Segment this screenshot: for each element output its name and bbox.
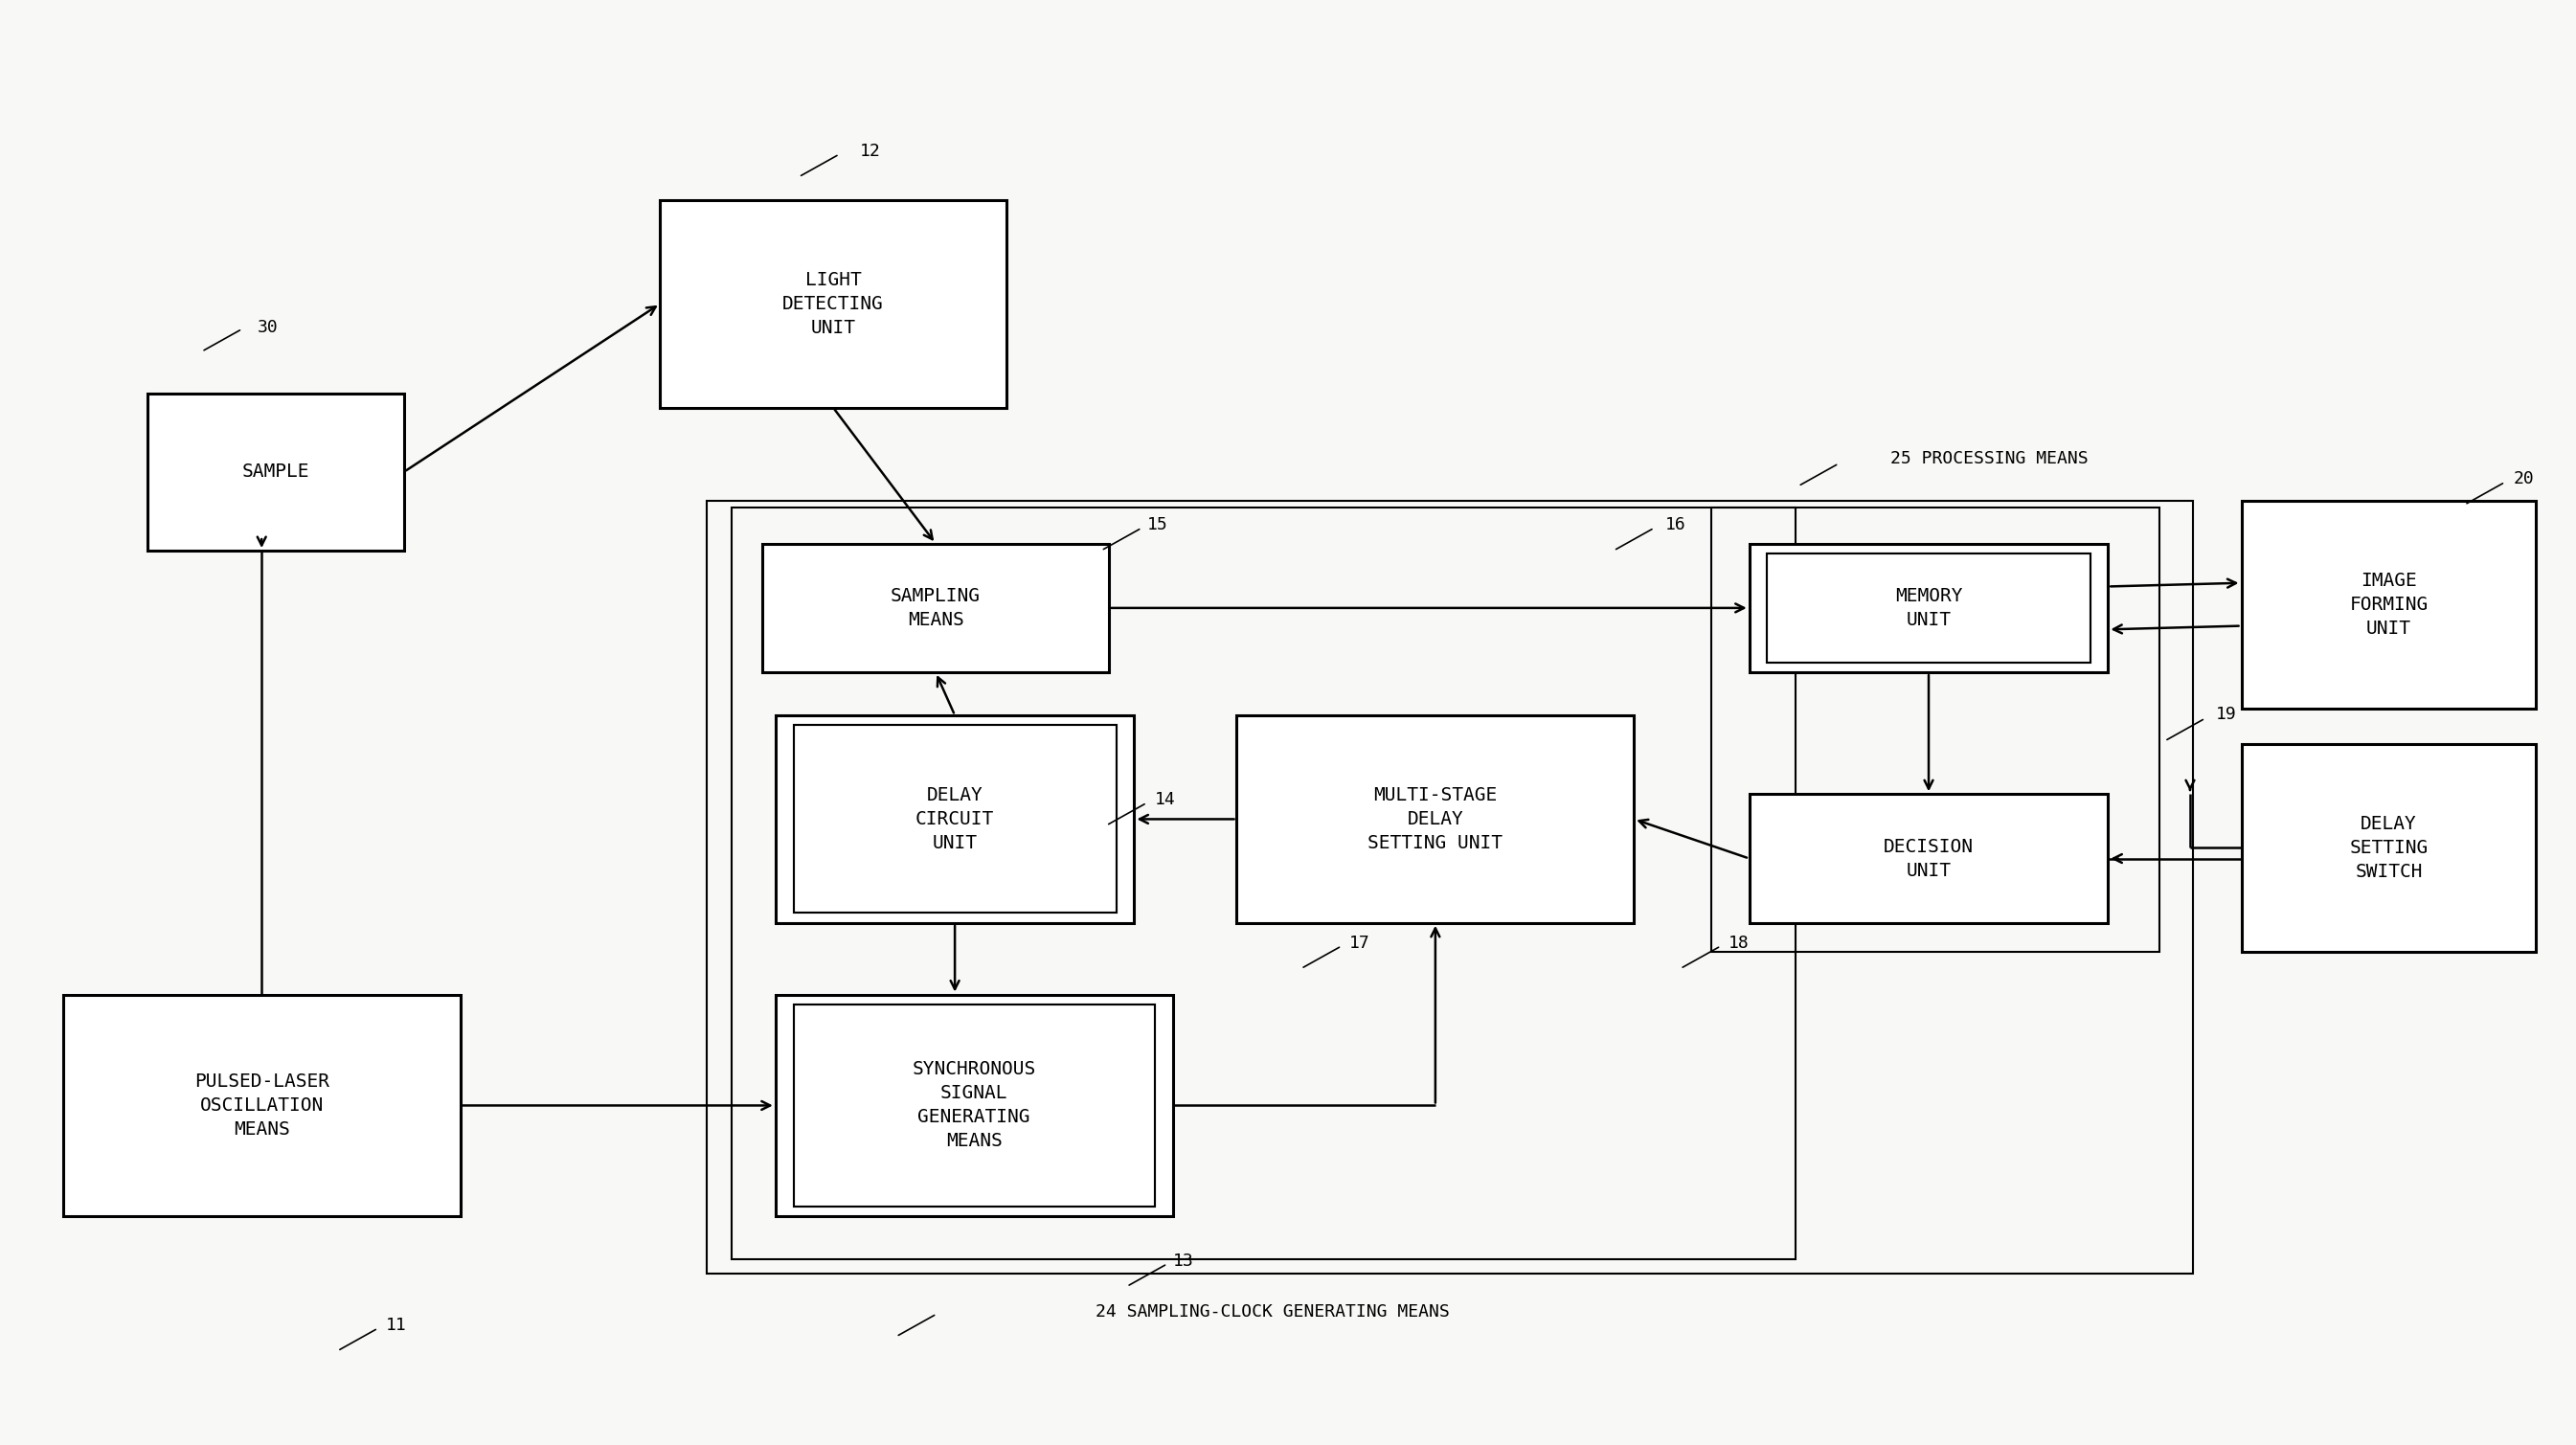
- Bar: [775, 994, 1172, 1217]
- Bar: [1767, 553, 2089, 662]
- Bar: [2241, 744, 2535, 952]
- Bar: [1710, 507, 2159, 952]
- Bar: [762, 543, 1108, 672]
- Text: LIGHT
DETECTING
UNIT: LIGHT DETECTING UNIT: [783, 270, 884, 337]
- Bar: [62, 994, 461, 1217]
- Text: 30: 30: [258, 319, 278, 335]
- Text: 11: 11: [386, 1316, 407, 1334]
- Text: 15: 15: [1146, 516, 1167, 533]
- Text: SAMPLE: SAMPLE: [242, 462, 309, 481]
- Text: MULTI-STAGE
DELAY
SETTING UNIT: MULTI-STAGE DELAY SETTING UNIT: [1368, 786, 1502, 853]
- Text: 14: 14: [1154, 792, 1175, 808]
- Bar: [1749, 795, 2107, 923]
- Text: 16: 16: [1664, 516, 1685, 533]
- Text: PULSED-LASER
OSCILLATION
MEANS: PULSED-LASER OSCILLATION MEANS: [193, 1072, 330, 1139]
- Bar: [775, 715, 1133, 923]
- Text: MEMORY
UNIT: MEMORY UNIT: [1896, 587, 1963, 629]
- Text: DELAY
SETTING
SWITCH: DELAY SETTING SWITCH: [2349, 815, 2429, 881]
- Text: 24 SAMPLING-CLOCK GENERATING MEANS: 24 SAMPLING-CLOCK GENERATING MEANS: [1095, 1303, 1450, 1321]
- Bar: [147, 393, 404, 551]
- Bar: [793, 725, 1115, 913]
- Bar: [732, 507, 1795, 1260]
- Text: 19: 19: [2215, 705, 2236, 722]
- Text: SAMPLING
MEANS: SAMPLING MEANS: [891, 587, 981, 629]
- Text: DECISION
UNIT: DECISION UNIT: [1883, 838, 1973, 880]
- Text: 13: 13: [1172, 1253, 1193, 1269]
- Bar: [1236, 715, 1633, 923]
- Bar: [659, 199, 1007, 407]
- Text: 25 PROCESSING MEANS: 25 PROCESSING MEANS: [1891, 451, 2089, 468]
- Text: DELAY
CIRCUIT
UNIT: DELAY CIRCUIT UNIT: [914, 786, 994, 853]
- Text: IMAGE
FORMING
UNIT: IMAGE FORMING UNIT: [2349, 571, 2429, 637]
- Text: 18: 18: [1728, 935, 1749, 952]
- Text: 12: 12: [860, 143, 881, 160]
- Bar: [1749, 543, 2107, 672]
- Bar: [2241, 500, 2535, 708]
- Bar: [793, 1004, 1154, 1207]
- Text: 17: 17: [1350, 935, 1370, 952]
- Bar: [706, 500, 2192, 1273]
- Text: SYNCHRONOUS
SIGNAL
GENERATING
MEANS: SYNCHRONOUS SIGNAL GENERATING MEANS: [912, 1061, 1036, 1150]
- Text: 20: 20: [2514, 471, 2535, 488]
